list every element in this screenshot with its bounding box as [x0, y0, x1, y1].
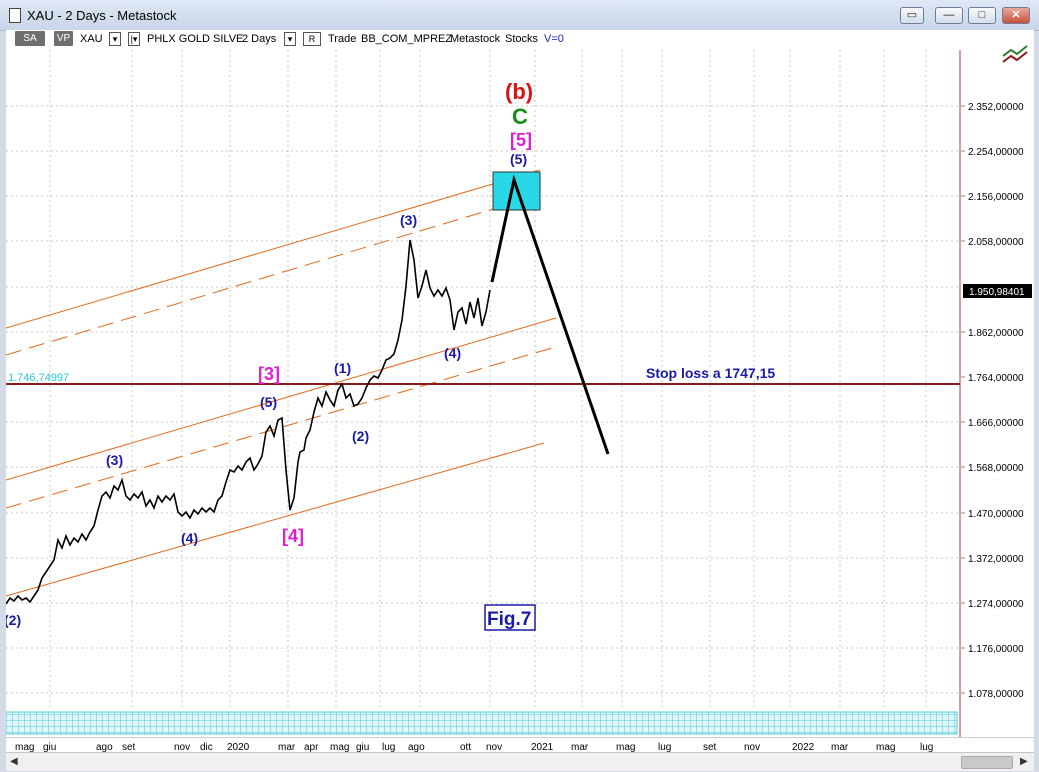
trade-label: Trade [328, 33, 357, 45]
upper-channel-dashed [5, 194, 541, 356]
minimize-button[interactable]: — [935, 7, 963, 24]
source-label: Metastock [450, 33, 501, 45]
type-label: Stocks [505, 33, 539, 45]
x-tick: giu [356, 742, 369, 753]
window-title: XAU - 2 Days - Metastock [27, 8, 177, 23]
wave-label-b: (b) [505, 79, 533, 104]
x-tick: mar [571, 742, 589, 753]
x-tick: apr [304, 742, 319, 753]
symbol-list-icon[interactable]: |▾ [128, 32, 140, 46]
scroll-right-icon[interactable]: ▶ [1020, 756, 1028, 767]
x-tick: ott [460, 742, 471, 753]
trade-chart-icon[interactable] [1002, 45, 1028, 63]
wave-label-5-mid: (5) [260, 394, 277, 410]
wave-label-5-square: [5] [510, 130, 532, 150]
wave-label-3-square: [3] [258, 364, 280, 384]
y-tick-1274: 1.274,00000 [968, 599, 1024, 610]
y-tick-1862: 1.862,00000 [968, 328, 1024, 339]
x-tick: lug [382, 742, 395, 753]
maximize-button[interactable]: □ [968, 7, 996, 24]
sa-button[interactable]: SA [15, 31, 45, 46]
x-tick: ago [96, 742, 113, 753]
y-tick-1176: 1.176,00000 [968, 644, 1024, 655]
trend-channels [5, 169, 557, 597]
y-tick-2254: 2.254,00000 [968, 147, 1024, 158]
close-button[interactable]: ✕ [1002, 7, 1030, 24]
x-tick: set [122, 742, 136, 753]
broker-label: BB_COM_MPREZ [361, 33, 453, 45]
x-tick: lug [920, 742, 933, 753]
x-tick: set [703, 742, 717, 753]
wave-label-2-start: (2) [6, 612, 21, 628]
x-tick: nov [486, 742, 502, 753]
wave-label-4-low: (4) [181, 530, 198, 546]
y-tick-1568: 1.568,00000 [968, 463, 1024, 474]
horizontal-scrollbar[interactable]: ◀ ▶ [6, 752, 1034, 771]
period-dropdown-chevron-icon[interactable]: ▾ [284, 32, 296, 46]
last-value-badge [963, 284, 1032, 298]
chart-svg: 1.746,74997 Stop loss a 1747,15 (b) C [5… [4, 30, 961, 737]
fig-label-box [484, 604, 536, 631]
wave-label-c: C [512, 104, 528, 129]
date-axis[interactable]: mag giu ago set nov dic 2020 mar apr mag… [6, 737, 1034, 753]
wave-label-5-top: (5) [510, 151, 527, 167]
x-tick: 2021 [531, 742, 554, 753]
symbol-dropdown-chevron-icon[interactable]: ▾ [109, 32, 121, 46]
wave-label-3-top: (3) [400, 212, 417, 228]
volume-label: V=0 [544, 33, 564, 45]
chart-toolbar: SA VP XAU ▾ |▾ PHLX GOLD SILVE 2 Days ▾ … [6, 30, 961, 50]
x-tick: dic [200, 742, 213, 753]
document-icon [9, 8, 21, 23]
y-tick-1372: 1.372,00000 [968, 554, 1024, 565]
x-tick: mag [15, 742, 34, 753]
y-tick-2058: 2.058,00000 [968, 237, 1024, 248]
mode-dropdown[interactable]: R [303, 32, 321, 46]
x-tick: mag [876, 742, 895, 753]
upper-channel-line [5, 169, 541, 329]
y-tick-1470: 1.470,00000 [968, 509, 1024, 520]
wave-label-3-low: (3) [106, 452, 123, 468]
x-tick: nov [744, 742, 760, 753]
vp-button[interactable]: VP [54, 31, 73, 46]
scroll-left-icon[interactable]: ◀ [10, 756, 18, 767]
period-field[interactable]: 2 Days [242, 33, 277, 45]
x-tick: giu [43, 742, 56, 753]
lower-channel-line [5, 442, 545, 597]
x-tick: 2022 [792, 742, 815, 753]
x-tick: nov [174, 742, 190, 753]
chart-plot-area[interactable]: 1.746,74997 Stop loss a 1747,15 (b) C [5… [4, 30, 961, 737]
restore-down-button[interactable]: ▭ [900, 7, 924, 24]
date-axis-svg: mag giu ago set nov dic 2020 mar apr mag… [15, 742, 933, 753]
y-tick-1666: 1.666,00000 [968, 418, 1024, 429]
x-tick: mag [616, 742, 635, 753]
x-tick: lug [658, 742, 671, 753]
price-axis[interactable]: 2.352,00000 2.254,00000 2.156,00000 2.05… [961, 30, 1034, 737]
x-tick: mar [831, 742, 849, 753]
security-name: PHLX GOLD SILVE [147, 33, 244, 45]
mid-channel-line [5, 317, 557, 481]
window-titlebar: XAU - 2 Days - Metastock ▭ — □ ✕ [0, 0, 1039, 31]
wave-label-2-mid: (2) [352, 428, 369, 444]
x-tick: 2020 [227, 742, 250, 753]
wave-label-1-mid: (1) [334, 360, 351, 376]
fig-label: Fig.7 [487, 609, 531, 630]
volume-band [5, 711, 958, 735]
symbol-field[interactable]: XAU [80, 33, 103, 45]
price-axis-svg: 2.352,00000 2.254,00000 2.156,00000 2.05… [961, 45, 1032, 700]
y-tick-2156: 2.156,00000 [968, 192, 1024, 203]
scroll-thumb[interactable] [961, 756, 1013, 769]
price-line [5, 239, 491, 605]
x-tick: mar [278, 742, 296, 753]
x-tick: ago [408, 742, 425, 753]
stop-level-label: 1.746,74997 [8, 372, 69, 384]
y-tick-1078: 1.078,00000 [968, 689, 1024, 700]
x-tick: mag [330, 742, 349, 753]
y-tick-2352: 2.352,00000 [968, 102, 1024, 113]
wave-label-4-square: [4] [282, 526, 304, 546]
projection-line [490, 174, 610, 455]
wave-label-4-top: (4) [444, 345, 461, 361]
stop-loss-annotation: Stop loss a 1747,15 [646, 365, 775, 381]
last-value-text: 1.950,98401 [969, 287, 1025, 298]
y-tick-1764: 1.764,00000 [968, 373, 1024, 384]
